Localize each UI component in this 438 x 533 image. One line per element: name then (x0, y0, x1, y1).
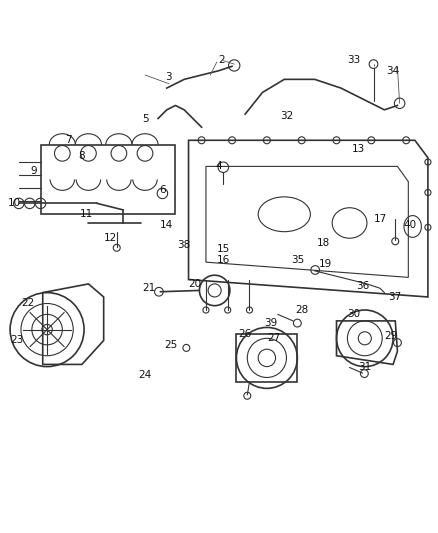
Text: 6: 6 (159, 185, 166, 195)
Text: 29: 29 (384, 331, 398, 341)
Text: 28: 28 (295, 305, 308, 315)
Text: 12: 12 (103, 233, 117, 243)
Text: 24: 24 (138, 370, 152, 381)
Text: 40: 40 (404, 220, 417, 230)
Text: 32: 32 (280, 111, 293, 122)
Text: 19: 19 (319, 260, 332, 269)
Text: 10: 10 (8, 198, 21, 208)
Text: 15: 15 (217, 244, 230, 254)
Text: 14: 14 (160, 220, 173, 230)
Text: 35: 35 (291, 255, 304, 265)
Text: 39: 39 (265, 318, 278, 328)
Text: 36: 36 (356, 281, 369, 291)
Text: 23: 23 (10, 335, 23, 345)
Text: 21: 21 (143, 283, 156, 293)
Text: 34: 34 (386, 66, 400, 76)
Text: 27: 27 (267, 333, 280, 343)
Text: 8: 8 (78, 150, 85, 160)
Text: 16: 16 (217, 255, 230, 265)
Text: 3: 3 (166, 72, 172, 82)
Text: 2: 2 (218, 55, 225, 65)
Text: 17: 17 (374, 214, 387, 224)
Text: 31: 31 (358, 361, 371, 372)
Text: 4: 4 (215, 161, 223, 172)
Text: 33: 33 (347, 55, 360, 65)
Text: 11: 11 (80, 209, 93, 219)
Text: 20: 20 (188, 279, 201, 289)
Text: 26: 26 (238, 329, 252, 339)
Text: 7: 7 (66, 135, 72, 146)
Text: 25: 25 (165, 340, 178, 350)
Text: 22: 22 (21, 298, 34, 309)
Text: 9: 9 (31, 166, 37, 176)
Text: 18: 18 (317, 238, 330, 247)
Text: 38: 38 (177, 240, 191, 250)
Text: 5: 5 (142, 114, 148, 124)
Text: 37: 37 (389, 292, 402, 302)
Text: 30: 30 (347, 309, 360, 319)
Text: 13: 13 (352, 144, 365, 154)
